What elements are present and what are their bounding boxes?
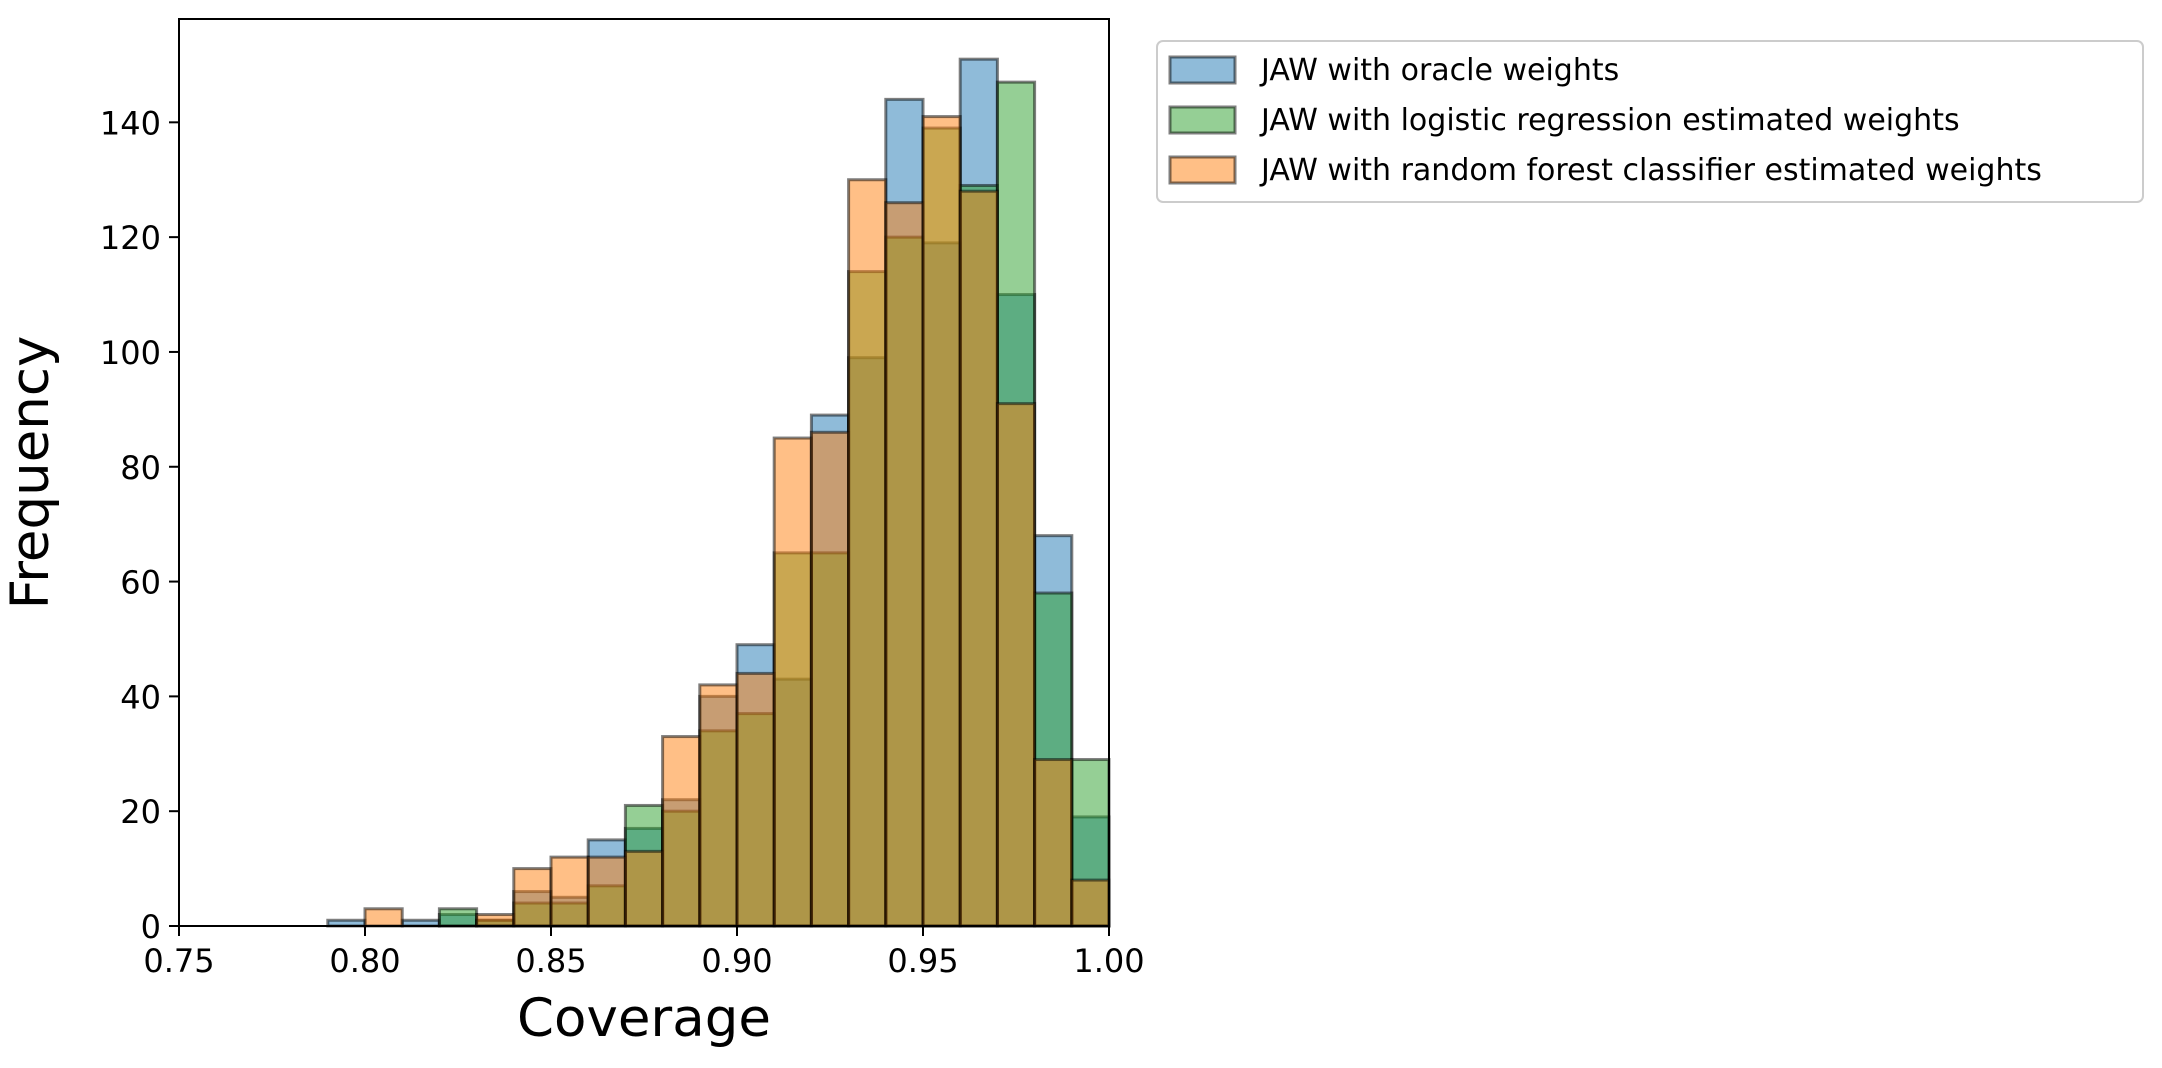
x-axis: 0.75 0.80 0.85 0.90 0.95 1.00	[143, 926, 1145, 980]
y-tick-label: 60	[120, 564, 161, 602]
histogram-bar	[921, 115, 962, 928]
x-axis-label: Coverage	[517, 988, 771, 1049]
histogram-bar	[958, 189, 999, 928]
histogram-bar	[809, 430, 851, 928]
plot-frame	[178, 18, 1110, 927]
histogram-bar	[437, 907, 479, 928]
legend-label: JAW with oracle weights	[1259, 53, 1619, 88]
histogram-bar	[847, 178, 888, 928]
series-3	[363, 115, 1111, 928]
x-tick-label: 1.00	[1073, 942, 1144, 980]
legend-label: JAW with logistic regression estimated w…	[1259, 103, 1960, 138]
histogram-bar	[586, 855, 627, 928]
legend-box	[1156, 40, 2144, 203]
bars-layer	[326, 57, 1111, 928]
histogram-bar	[512, 867, 553, 928]
histogram-bar	[1033, 758, 1074, 928]
y-axis: 0 20 40 60 80 100 120 140	[100, 104, 179, 946]
x-tick-label: 0.80	[329, 942, 400, 980]
histogram-bar	[772, 436, 813, 928]
x-tick-label: 0.95	[887, 942, 958, 980]
legend-label: JAW with random forest classifier estima…	[1259, 153, 2042, 188]
y-tick-label: 20	[120, 793, 161, 831]
histogram-bar	[623, 849, 665, 928]
histogram-bar	[363, 907, 404, 928]
legend-swatch	[1168, 155, 1237, 185]
x-tick-label: 0.75	[143, 942, 214, 980]
y-tick-label: 140	[100, 104, 161, 142]
legend-item: JAW with random forest classifier estima…	[1168, 153, 2042, 188]
histogram-bar	[1070, 878, 1111, 928]
x-tick-label: 0.85	[515, 942, 586, 980]
y-tick-label: 80	[120, 449, 161, 487]
histogram-bar	[698, 683, 739, 928]
y-tick-label: 120	[100, 219, 161, 257]
histogram-bar	[661, 735, 702, 928]
histogram-bar	[884, 201, 925, 928]
histogram-bar	[735, 671, 776, 928]
y-tick-label: 40	[120, 678, 161, 716]
legend-item: JAW with oracle weights	[1168, 53, 1619, 88]
histogram-bar	[475, 913, 516, 928]
histogram-bar	[549, 855, 590, 928]
x-tick-label: 0.90	[701, 942, 772, 980]
y-axis-label: Frequency	[0, 336, 61, 610]
legend: JAW with oracle weights JAW with logistic…	[1156, 40, 2144, 203]
legend-swatch	[1168, 105, 1237, 135]
legend-swatch	[1168, 55, 1237, 85]
y-tick-label: 100	[100, 334, 161, 372]
histogram-bar	[995, 402, 1037, 928]
legend-item: JAW with logistic regression estimated w…	[1168, 103, 1960, 138]
y-tick-label: 0	[141, 908, 161, 946]
